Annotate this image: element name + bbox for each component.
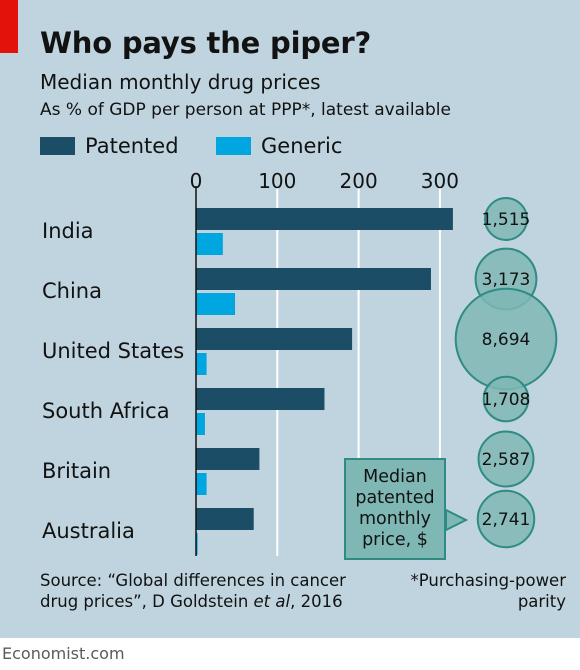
legend-swatch-generic bbox=[216, 137, 251, 155]
price-bubble-label-1: 3,173 bbox=[482, 270, 531, 290]
source-note: Source: “Global differences in cancer dr… bbox=[40, 570, 346, 612]
callout-pointer bbox=[445, 508, 469, 532]
bubble-callout-label: Median patented monthly price, $ bbox=[355, 467, 435, 550]
price-bubble-label-5: 2,741 bbox=[482, 510, 531, 530]
category-label-0: India bbox=[42, 219, 94, 243]
chart-card: Who pays the piper? Median monthly drug … bbox=[0, 0, 580, 638]
price-bubble-label-3: 1,708 bbox=[482, 390, 531, 410]
legend-item-patented: Patented bbox=[40, 133, 179, 159]
bar-generic-5 bbox=[196, 533, 198, 555]
price-bubble-4 bbox=[477, 430, 535, 488]
x-tick-label-300: 300 bbox=[421, 169, 459, 193]
chart-unit-note: As % of GDP per person at PPP*, latest a… bbox=[40, 100, 451, 120]
chart-title: Who pays the piper? bbox=[40, 26, 372, 60]
x-tick-label-100: 100 bbox=[258, 169, 296, 193]
category-label-2: United States bbox=[42, 339, 184, 363]
category-label-5: Australia bbox=[42, 519, 135, 543]
bar-patented-4 bbox=[196, 448, 260, 470]
bar-patented-1 bbox=[196, 268, 431, 290]
footnote-line-2: parity bbox=[517, 592, 566, 611]
bar-generic-4 bbox=[196, 473, 207, 495]
bar-generic-1 bbox=[196, 293, 236, 315]
brand-footer: Economist.com bbox=[2, 644, 125, 663]
bar-chart: 0 100 200 300 India China United States South A… bbox=[42, 169, 558, 556]
price-bubble-label-4: 2,587 bbox=[482, 450, 531, 470]
price-bubble-5 bbox=[476, 489, 536, 549]
price-bubble-3 bbox=[482, 375, 530, 423]
price-bubble-label-2: 8,694 bbox=[482, 330, 531, 350]
legend-label-generic: Generic bbox=[261, 134, 343, 158]
footnote: *Purchasing-power parity bbox=[411, 570, 567, 612]
category-label-3: South Africa bbox=[42, 399, 170, 423]
price-bubble-0 bbox=[484, 197, 528, 241]
source-line-1: Source: “Global differences in cancer bbox=[40, 571, 346, 590]
footnote-line-1: *Purchasing-power bbox=[410, 571, 567, 590]
bar-generic-0 bbox=[196, 233, 223, 255]
price-bubble-label-0: 1,515 bbox=[482, 210, 531, 230]
x-tick-label-0: 0 bbox=[190, 169, 203, 193]
bar-generic-3 bbox=[196, 413, 205, 435]
bar-patented-5 bbox=[196, 508, 254, 530]
bar-generic-2 bbox=[196, 353, 207, 375]
legend-label-patented: Patented bbox=[85, 134, 179, 158]
bubble-callout-box: Median patented monthly price, $ bbox=[344, 458, 446, 560]
category-label-1: China bbox=[42, 279, 102, 303]
source-line-2: drug prices”, D Goldstein et al, 2016 bbox=[40, 592, 343, 611]
bar-patented-0 bbox=[196, 208, 453, 230]
bar-patented-2 bbox=[196, 328, 353, 350]
chart-subtitle: Median monthly drug prices bbox=[40, 70, 321, 94]
legend-swatch-patented bbox=[40, 137, 75, 155]
brand-red-tag bbox=[0, 0, 18, 53]
category-label-4: Britain bbox=[42, 459, 111, 483]
x-tick-label-200: 200 bbox=[340, 169, 378, 193]
bar-patented-3 bbox=[196, 388, 325, 410]
legend-item-generic: Generic bbox=[216, 133, 342, 159]
